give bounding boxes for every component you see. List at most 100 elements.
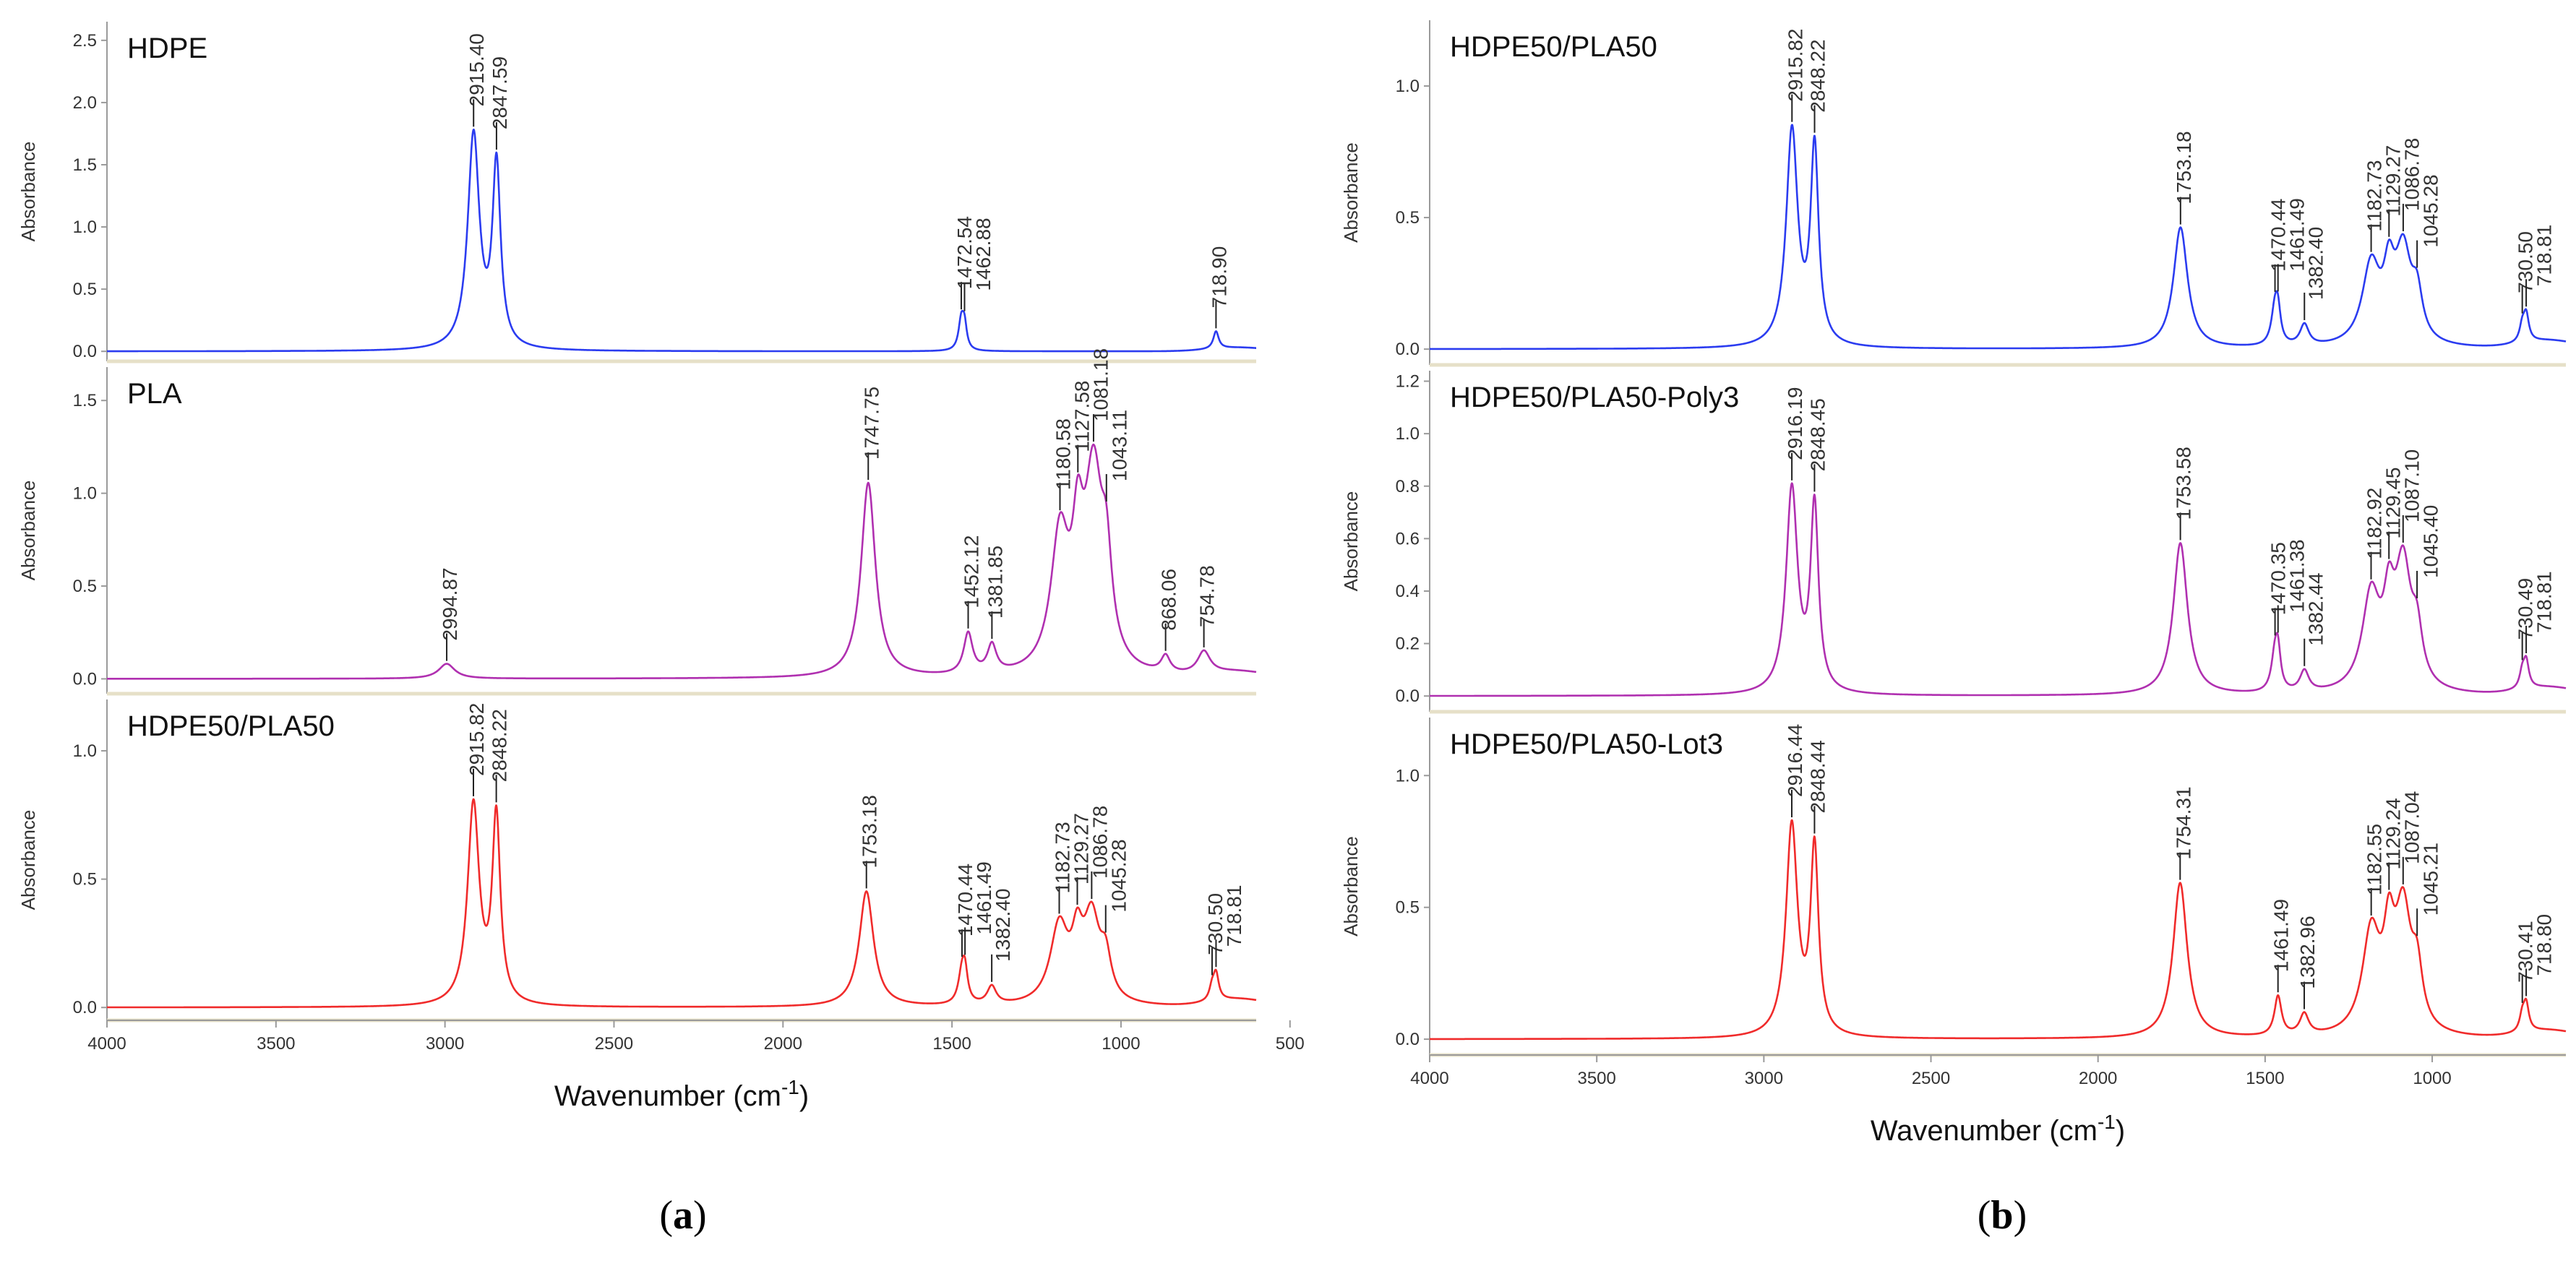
peak-label: 1129.24	[2382, 798, 2405, 869]
x-tick-label: 2500	[595, 1034, 633, 1054]
peak-label: 1129.45	[2382, 467, 2404, 538]
panel-title: PLA	[127, 378, 182, 410]
peak-label: 1747.75	[860, 387, 883, 460]
x-axis-label-sup: -1	[2098, 1111, 2116, 1133]
peak-label: 718.81	[2533, 225, 2556, 287]
x-tick-label: 1000	[2413, 1069, 2451, 1088]
x-axis-label-sup: -1	[781, 1076, 799, 1098]
y-axis-label: Absorbance	[1340, 836, 1362, 936]
x-tick-label: 1500	[932, 1034, 971, 1054]
peak-label: 1753.18	[2173, 131, 2195, 204]
caption-open: (	[659, 1193, 673, 1238]
panel-a-3: 0.0 0.5 1.0 Absorbance HDPE50/PLA50 2915.82 28…	[17, 699, 1257, 1022]
caption-close: )	[693, 1193, 707, 1238]
peak-label: 1461.49	[973, 861, 995, 934]
y-tick-label: 0.0	[1396, 1030, 1420, 1049]
peak-label: 1452.12	[961, 535, 983, 608]
x-tick-label: 4000	[87, 1034, 126, 1054]
y-tick-label: 0.5	[1396, 208, 1420, 228]
y-tick-label: 0.0	[1396, 340, 1420, 359]
y-axis-label: Absorbance	[1340, 142, 1362, 243]
x-tick-label: 3000	[1745, 1069, 1783, 1088]
caption-letter: b	[1991, 1193, 2013, 1238]
y-axis-label: Absorbance	[17, 481, 39, 581]
y-tick-label: 1.0	[73, 484, 97, 504]
peak-label: 1182.92	[2363, 488, 2385, 559]
peak-label: 1754.31	[2172, 786, 2194, 859]
x-tick-label: 2000	[764, 1034, 802, 1054]
caption-open: (	[1978, 1193, 1991, 1238]
peak-label: 1472.54	[953, 216, 976, 289]
caption-close: )	[2014, 1193, 2027, 1238]
panel-title: HDPE50/PLA50-Poly3	[1450, 382, 1739, 413]
peak-label: 1045.40	[2419, 505, 2442, 578]
panel-b-2: 0.0 0.2 0.4 0.6 0.8 1.0 1.2 Absorbance HDPE50/PL…	[1340, 371, 2567, 714]
panel-title: HDPE50/PLA50	[127, 710, 335, 742]
y-tick-label: 1.0	[1396, 766, 1420, 785]
y-tick-label: 0.5	[73, 870, 97, 890]
spectrum-line	[106, 129, 1257, 353]
y-tick-label: 1.0	[1396, 424, 1420, 444]
peak-label: 2915.82	[465, 703, 488, 776]
y-tick-label: 0.2	[1396, 634, 1420, 654]
peak-label: 1382.40	[992, 889, 1014, 962]
spectrum-line	[106, 443, 1257, 680]
peak-label: 1461.49	[2286, 198, 2309, 271]
panel-title: HDPE50/PLA50	[1450, 31, 1657, 63]
x-tick-label: 4000	[1410, 1069, 1448, 1088]
y-tick-label: 1.0	[73, 741, 97, 761]
peak-label: 718.81	[2533, 571, 2556, 633]
peak-label: 2848.22	[1807, 39, 1829, 112]
y-tick-label: 0.0	[1396, 686, 1420, 706]
peak-label: 2915.40	[465, 33, 488, 106]
y-tick-label: 0.5	[73, 280, 97, 299]
x-tick-label: 3000	[426, 1034, 464, 1054]
peak-label: 1087.04	[2401, 791, 2423, 864]
x-tick-label: 3500	[1577, 1069, 1615, 1088]
peak-label: 1086.78	[1089, 806, 1111, 879]
y-tick-label: 1.0	[73, 218, 97, 237]
peak-label: 1045.28	[2420, 174, 2442, 247]
peak-label: 1382.44	[2305, 573, 2327, 646]
peak-label: 2994.87	[439, 567, 461, 640]
peak-label: 868.06	[1158, 569, 1180, 631]
panel-title: HDPE	[127, 33, 207, 64]
y-tick-label: 0.0	[73, 998, 97, 1017]
peak-label: 1129.27	[2382, 145, 2405, 217]
x-axis-label-text: Wavenumber (cm	[1871, 1115, 2098, 1147]
x-axis-label: Wavenumber (cm-1)	[1871, 1111, 2125, 1147]
figure-caption: (b)	[1978, 1193, 2027, 1238]
chart-b: 0.0 0.5 1.0 Absorbance HDPE50/PLA50 2915.82 28…	[1340, 20, 2567, 1238]
peak-label: 1182.55	[2364, 824, 2386, 895]
x-tick-label: 1500	[2246, 1069, 2284, 1088]
peak-label: 1470.44	[2267, 199, 2290, 272]
x-tick-label: 500	[1276, 1034, 1305, 1054]
peak-label: 2848.22	[489, 709, 511, 782]
peak-label: 1087.10	[2400, 449, 2423, 522]
peak-label: 2847.59	[489, 56, 511, 129]
x-axis-label-close: )	[799, 1080, 809, 1112]
y-axis-label: Absorbance	[17, 142, 39, 242]
peak-label: 2916.44	[1784, 724, 1806, 797]
panel-a-1: 0.0 0.5 1.0 1.5 2.0 2.5 Absorbance HDPE 2915.40 2…	[17, 22, 1257, 363]
peak-label: 1180.58	[1052, 418, 1074, 490]
x-tick-label: 3500	[257, 1034, 295, 1054]
peak-label: 1462.88	[972, 218, 995, 290]
peak-label: 1129.27	[1070, 813, 1092, 884]
x-tick-label: 2000	[2079, 1069, 2117, 1088]
peak-label: 1470.44	[954, 864, 976, 936]
y-tick-label: 0.8	[1396, 477, 1420, 496]
peak-label: 2915.82	[1784, 28, 1806, 101]
peak-label: 1086.78	[2401, 138, 2423, 211]
y-tick-label: 1.5	[73, 155, 97, 175]
peak-label: 1182.73	[2364, 160, 2386, 232]
y-tick-label: 1.5	[73, 391, 97, 410]
y-axis-label: Absorbance	[17, 810, 39, 910]
peak-label: 1045.21	[2420, 843, 2442, 916]
y-tick-label: 0.6	[1396, 529, 1420, 548]
peak-label: 718.81	[1223, 885, 1245, 947]
y-tick-label: 1.0	[1396, 77, 1420, 96]
x-tick-label: 1000	[1102, 1034, 1140, 1054]
figure-caption: (a)	[659, 1193, 706, 1238]
caption-letter: a	[673, 1193, 693, 1238]
